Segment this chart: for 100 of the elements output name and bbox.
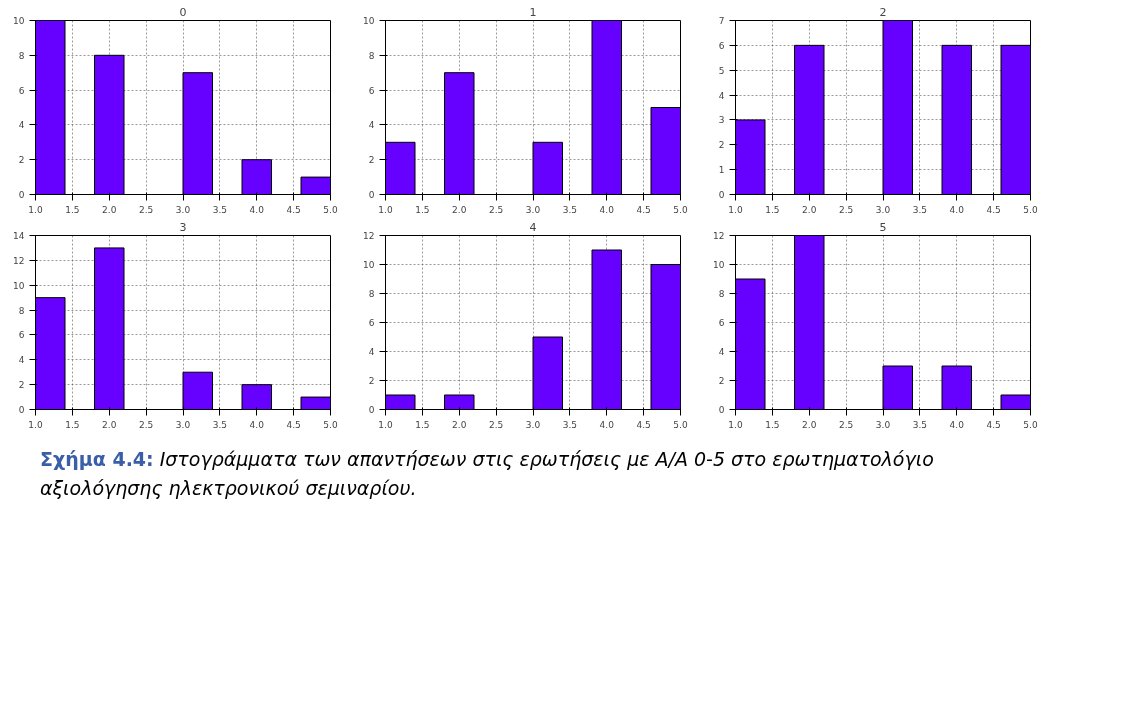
- x-tick-label: 4.5: [636, 204, 651, 215]
- x-tick-label: 4.0: [949, 204, 965, 215]
- y-tick-label: 5: [718, 65, 725, 76]
- y-tick-label: 2: [18, 380, 25, 391]
- y-tick-label: 4: [718, 90, 725, 101]
- x-tick-label: 2.0: [802, 204, 817, 215]
- x-tick-label: 3.0: [875, 204, 891, 215]
- y-tick-label: 8: [718, 289, 725, 299]
- x-tick-label: 2.0: [102, 204, 117, 215]
- x-tick-label: 4.5: [286, 204, 301, 215]
- y-tick-label: 0: [368, 405, 375, 415]
- x-tick-label: 2.0: [102, 419, 117, 430]
- y-tick-label: 4: [18, 355, 25, 366]
- x-tick-label: 5.0: [673, 419, 688, 430]
- x-tick-label: 2.5: [488, 204, 504, 215]
- y-tick-label: 8: [18, 305, 25, 316]
- y-tick-label: 3: [718, 115, 725, 126]
- x-tick-label: 2.5: [838, 419, 854, 430]
- x-tick-label: 4.0: [599, 204, 615, 215]
- x-tick-label: 2.5: [488, 419, 504, 430]
- x-tick-label: 4.0: [249, 419, 265, 430]
- x-tick-label: 1.0: [28, 204, 43, 215]
- x-tick-label: 1.0: [378, 419, 393, 430]
- y-tick-label: 1: [718, 165, 725, 176]
- y-tick-label: 2: [18, 155, 25, 166]
- x-tick-label: 5.0: [1023, 419, 1038, 430]
- x-tick-label: 4.5: [986, 204, 1001, 215]
- x-tick-label: 3.5: [212, 204, 228, 215]
- x-tick-label: 3.0: [175, 204, 191, 215]
- x-tick-label: 1.5: [765, 419, 780, 430]
- chart-title: 3: [179, 220, 187, 234]
- text: Σχήμα 4.4: Ιστογράμματα των απαντήσεων στις ερωτήσεις με Α/Α 0-5 στο ερωτηματολόγιο αξιολόγησης ηλεκτρονικού σεμιναρίου.: [40, 447, 935, 501]
- x-tick-label: 1.5: [415, 204, 430, 215]
- x-tick-label: 1.0: [728, 204, 743, 215]
- y-tick-label: 8: [18, 50, 25, 61]
- x-tick-label: 5.0: [323, 419, 338, 430]
- x-tick-label: 1.0: [728, 419, 743, 430]
- y-tick-label: 2: [718, 376, 725, 386]
- chart-title: 1: [529, 5, 537, 19]
- chart-title: 4: [529, 220, 537, 234]
- x-tick-label: 1.5: [765, 204, 780, 215]
- x-tick-label: 1.5: [65, 419, 80, 430]
- y-tick-label: 4: [368, 347, 375, 357]
- x-tick-label: 3.0: [875, 419, 891, 430]
- y-tick-label: 7: [718, 16, 725, 26]
- y-tick-label: 10: [713, 260, 725, 270]
- y-tick-label: 6: [18, 85, 25, 96]
- y-tick-label: 6: [18, 330, 25, 341]
- x-tick-label: 2.5: [138, 419, 154, 430]
- y-tick-label: 6: [718, 40, 725, 51]
- x-tick-label: 3.5: [562, 419, 578, 430]
- y-tick-label: 6: [368, 318, 375, 328]
- y-tick-label: 2: [718, 140, 725, 151]
- x-tick-label: 3.5: [912, 419, 928, 430]
- x-tick-label: 1.5: [65, 204, 80, 215]
- y-tick-label: 2: [368, 155, 375, 166]
- x-tick-label: 4.5: [636, 419, 651, 430]
- x-tick-label: 3.0: [175, 419, 191, 430]
- y-tick-label: 0: [368, 190, 375, 200]
- chart-title: 0: [179, 5, 187, 19]
- y-tick-label: 4: [368, 120, 375, 131]
- x-tick-label: 1.0: [28, 419, 43, 430]
- y-tick-label: 0: [718, 405, 725, 415]
- y-tick-label: 6: [368, 85, 375, 96]
- y-tick-label: 12: [13, 255, 25, 266]
- x-tick-label: 3.5: [562, 204, 578, 215]
- y-tick-label: 14: [13, 231, 25, 241]
- x-tick-label: 2.0: [802, 419, 817, 430]
- y-tick-label: 10: [363, 16, 375, 26]
- y-tick-label: 4: [18, 120, 25, 131]
- y-tick-label: 8: [368, 50, 375, 61]
- y-tick-label: 0: [718, 190, 725, 200]
- x-tick-label: 5.0: [673, 204, 688, 215]
- x-tick-label: 2.5: [838, 204, 854, 215]
- x-tick-label: 2.0: [452, 419, 467, 430]
- x-tick-label: 3.5: [912, 204, 928, 215]
- x-tick-label: 1.5: [415, 419, 430, 430]
- x-tick-label: 4.0: [949, 419, 965, 430]
- y-tick-label: 10: [13, 280, 25, 291]
- x-tick-label: 4.0: [599, 419, 615, 430]
- y-tick-label: 12: [713, 231, 725, 241]
- x-tick-label: 4.0: [249, 204, 265, 215]
- y-tick-label: 10: [363, 260, 375, 270]
- x-tick-label: 2.0: [452, 204, 467, 215]
- y-tick-label: 0: [18, 190, 25, 200]
- y-tick-label: 8: [368, 289, 375, 299]
- chart-title: 5: [879, 220, 887, 234]
- x-tick-label: 5.0: [323, 204, 338, 215]
- y-tick-label: 10: [13, 16, 25, 26]
- y-tick-label: 4: [718, 347, 725, 357]
- y-tick-label: 2: [368, 376, 375, 386]
- x-tick-label: 4.5: [986, 419, 1001, 430]
- chart-title: 2: [879, 5, 887, 19]
- x-tick-label: 3.0: [525, 419, 541, 430]
- x-tick-label: 3.0: [525, 204, 541, 215]
- x-tick-label: 3.5: [212, 419, 228, 430]
- x-tick-label: 4.5: [286, 419, 301, 430]
- x-tick-label: 2.5: [138, 204, 154, 215]
- x-tick-label: 1.0: [378, 204, 393, 215]
- y-tick-label: 0: [18, 405, 25, 415]
